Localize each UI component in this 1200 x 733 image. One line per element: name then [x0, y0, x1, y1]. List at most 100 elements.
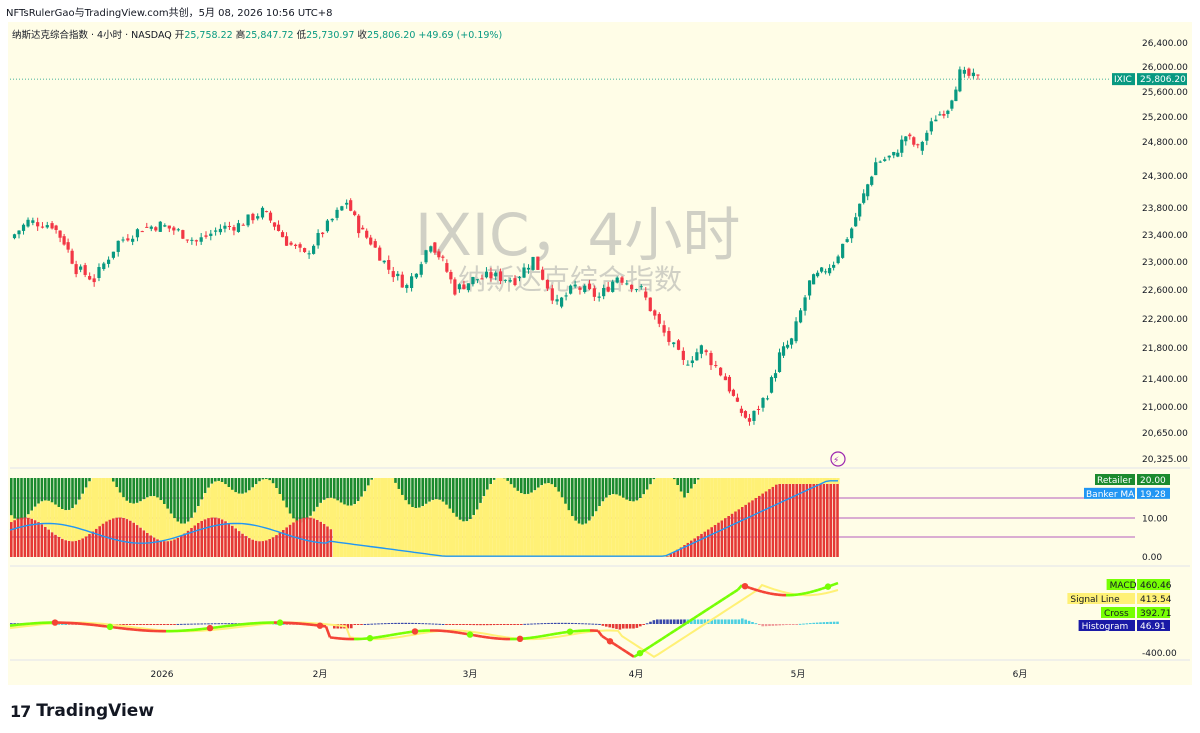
retailer-bar-top — [574, 478, 577, 521]
candle-body — [126, 238, 130, 241]
macd-line-segment — [613, 642, 619, 648]
candle-body — [307, 253, 311, 255]
candle-body — [820, 267, 824, 272]
banker-bar — [669, 553, 673, 557]
retailer-bar-top — [452, 478, 455, 513]
banker-bar — [792, 483, 795, 557]
retailer-bar-top — [397, 478, 401, 489]
candle-body — [26, 219, 30, 227]
banker-bar — [95, 528, 98, 557]
retailer-bar-top — [271, 478, 275, 484]
retailer-fill — [10, 515, 14, 523]
retailer-bar-top — [152, 478, 156, 497]
retailer-fill — [462, 521, 466, 557]
macd-histogram-bar — [149, 624, 152, 625]
banker-bar — [322, 523, 326, 557]
macd-histogram-bar — [540, 623, 543, 625]
candle-body — [396, 273, 400, 277]
banker-bar — [802, 483, 805, 557]
candle-body — [475, 279, 480, 281]
candle-body — [625, 283, 629, 285]
candle-body — [794, 321, 798, 342]
macd-value-text: 460.46 — [1140, 581, 1172, 591]
macd-histogram-bar — [394, 622, 397, 624]
macd-histogram-bar — [632, 624, 635, 629]
retailer-fill — [608, 495, 612, 557]
macd-histogram-bar — [730, 619, 734, 624]
retailer-fill — [737, 478, 741, 510]
macd-histogram-bar — [445, 624, 448, 625]
macd-line-segment — [733, 588, 739, 594]
candle-body — [967, 68, 971, 76]
candle-body — [471, 276, 475, 285]
banker-bar — [81, 538, 84, 557]
retailer-fill — [686, 493, 690, 543]
candle-body — [199, 237, 203, 242]
macd-line-segment — [797, 592, 803, 596]
retailer-fill — [611, 494, 616, 557]
banker-bar — [115, 517, 118, 557]
banker-value-box — [1137, 487, 1170, 499]
price-axis-label: 23,800.00 — [1142, 204, 1188, 214]
candle-body — [832, 264, 836, 268]
retailer-fill — [625, 499, 629, 557]
candle-body — [747, 418, 752, 422]
candle-body — [325, 220, 330, 232]
candle-body — [938, 114, 942, 116]
macd-histogram-bar — [499, 624, 503, 625]
candle-body — [419, 264, 423, 275]
retailer-fill — [214, 481, 218, 518]
macd-line-segment — [725, 593, 731, 599]
candle-body — [232, 227, 236, 231]
retailer-fill — [513, 487, 517, 557]
retailer-fill — [285, 507, 289, 528]
retailer-bar-top — [302, 478, 305, 523]
retailer-fill — [744, 478, 748, 505]
retailer-fill — [329, 497, 333, 530]
candle-body — [349, 200, 353, 211]
retailer-bar-top — [193, 478, 197, 513]
macd-line-segment — [669, 630, 675, 635]
retailer-bar-top — [605, 478, 608, 498]
candle-body — [662, 325, 666, 333]
retailer-fill — [61, 509, 65, 539]
banker-bar — [33, 520, 37, 557]
macd-histogram-bar — [370, 623, 373, 625]
retailer-bar-top — [686, 478, 690, 494]
time-axis-label: 4月 — [629, 669, 644, 680]
candle-body — [498, 271, 503, 282]
macd-histogram-bar — [193, 623, 197, 625]
banker-bar — [37, 522, 40, 557]
tradingview-brand[interactable]: 17 TradingView — [10, 701, 154, 721]
candle-body — [111, 251, 116, 258]
retailer-fill — [339, 502, 344, 557]
price-axis-label: 24,800.00 — [1142, 138, 1188, 148]
candle-body — [373, 241, 377, 248]
candle-body — [21, 224, 26, 231]
macd-histogram-bar — [700, 619, 703, 624]
candle-body — [620, 277, 624, 283]
retailer-bar-top — [265, 478, 268, 479]
retailer-fill — [758, 478, 762, 496]
macd-histogram-bar — [146, 624, 149, 625]
retailer-fill — [190, 517, 194, 529]
candle-body — [92, 278, 96, 283]
banker-bar — [713, 524, 717, 557]
retailer-bar-top — [71, 478, 74, 509]
retailer-fill — [370, 479, 374, 557]
macd-histogram-bar — [683, 619, 686, 624]
retailer-fill — [628, 501, 633, 557]
banker-bar — [815, 483, 819, 557]
banker-bar — [734, 511, 737, 557]
banker-bar — [210, 517, 214, 557]
chart-area[interactable] — [8, 22, 1192, 685]
change-value: +49.69 (+0.19%) — [418, 30, 503, 41]
retailer-fill — [207, 487, 211, 519]
retailer-bar-top — [285, 478, 288, 508]
macd-histogram-bar — [543, 623, 547, 625]
candle-body — [79, 266, 83, 270]
candle-body — [445, 263, 449, 272]
retailer-fill — [258, 481, 262, 542]
retailer-fill — [13, 518, 17, 521]
